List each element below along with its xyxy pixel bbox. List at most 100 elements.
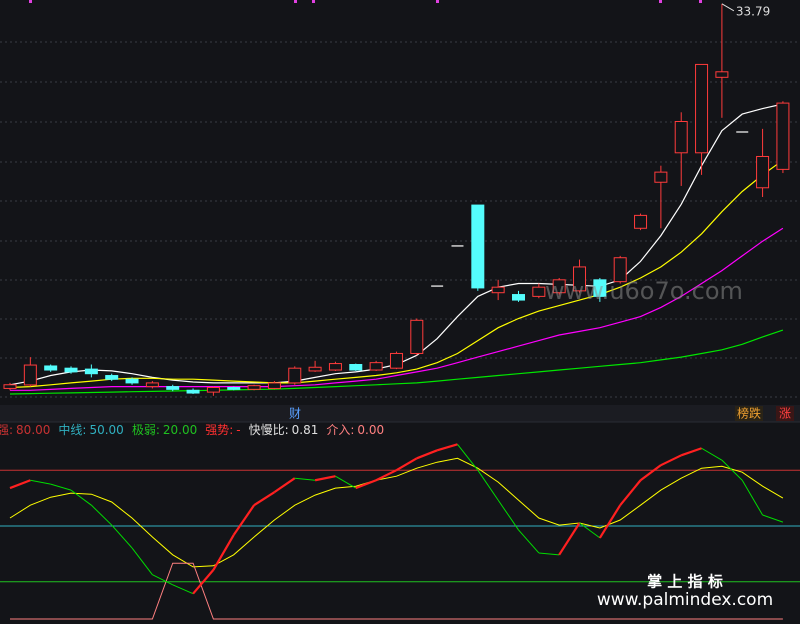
candle-body (105, 375, 119, 380)
candle-body (389, 352, 403, 369)
button[interactable] (735, 406, 763, 421)
band-text: 财 (289, 407, 301, 421)
separator (0, 405, 800, 422)
ma-line (9, 329, 784, 395)
strength-segment (192, 569, 215, 595)
strength-segment (680, 447, 702, 457)
candle-body (23, 364, 37, 386)
legend-name: 中线: (58, 422, 86, 437)
ma-line (10, 227, 784, 391)
indicator-line (10, 562, 783, 620)
watermark: www.u6o7o.com (545, 277, 743, 305)
candle-body (552, 279, 566, 294)
candle-body (532, 286, 546, 297)
strength-segment (497, 499, 519, 531)
candle-body (328, 363, 342, 371)
legend-name: 强势: (205, 423, 233, 437)
candle-body (288, 367, 302, 384)
strength-segment (395, 457, 418, 472)
candle-body (776, 102, 790, 170)
candle-body (308, 366, 322, 372)
candle-body (125, 378, 139, 384)
strength-segment (50, 483, 72, 491)
candle-body (186, 389, 200, 394)
strength-segment (538, 552, 560, 556)
strength-segment (619, 479, 642, 506)
strength-segment (212, 534, 235, 571)
strength-segment (253, 491, 276, 507)
legend-value: 20.00 (163, 423, 197, 437)
strength-segment (172, 584, 194, 595)
candle-body (84, 368, 98, 375)
candle-body (756, 155, 770, 189)
strength-segment (152, 574, 173, 586)
candle-body (674, 121, 688, 154)
strength-segment (273, 477, 296, 494)
strength-segment (701, 447, 723, 461)
strength-segment (518, 529, 540, 554)
candle-body (64, 367, 78, 373)
candle-body (410, 319, 424, 354)
strength-segment (762, 514, 784, 523)
strength-segment (436, 443, 458, 452)
strength-segment (232, 504, 255, 536)
high-pointer (721, 3, 735, 12)
button[interactable] (776, 406, 794, 421)
strength-segment (660, 454, 682, 467)
strength-segment (639, 464, 662, 482)
legend-name: 介入: (326, 423, 354, 437)
candle-body (654, 171, 668, 183)
strength-segment (294, 477, 316, 481)
candle-body (695, 63, 709, 154)
legend-name: 强: (0, 423, 13, 437)
indicator-legend: 强: 80.00 中线: 50.00 极弱: 20.00 强势: - 快慢比: 0.81 介入: 0.… (0, 422, 384, 437)
strength-segment (416, 449, 438, 460)
candle-body (715, 71, 729, 78)
strength-segment (70, 489, 92, 506)
candle-body (634, 214, 648, 229)
legend-value: 50.00 (89, 423, 123, 437)
strength-segment (375, 469, 397, 482)
candle-body (145, 382, 159, 388)
strength-segment (131, 547, 153, 576)
candle-body (613, 257, 627, 283)
strength-segment (598, 504, 622, 539)
strength-segment (477, 469, 499, 501)
strength-segment (355, 479, 377, 490)
legend-value: 0.00 (357, 423, 384, 437)
candle-body (593, 279, 607, 297)
strength-segment (335, 475, 357, 489)
button-label[interactable]: 涨 (779, 406, 791, 421)
strength-segment (30, 479, 51, 485)
candle-body (44, 365, 58, 371)
candle-body (369, 362, 383, 371)
button-label[interactable]: 榜跌 (737, 406, 761, 421)
indicator-line (9, 457, 784, 568)
strength-segment (111, 524, 133, 549)
strength-segment (721, 459, 743, 481)
candle-body (471, 204, 485, 289)
candle-body (227, 387, 241, 390)
watermark: 掌 上 指 标 (647, 573, 723, 591)
strength-segment (457, 444, 479, 471)
strength-segment (741, 479, 764, 516)
candle-body (206, 387, 220, 393)
candle-body (512, 294, 525, 301)
markers (29, 0, 702, 3)
candle-body (247, 385, 261, 390)
high-label: 33.79 (736, 4, 770, 18)
strength-segment (579, 522, 601, 539)
candle-body (166, 386, 180, 390)
strength-segment (314, 475, 336, 482)
candle-body (573, 266, 587, 292)
watermark: www.palmindex.com (597, 590, 773, 610)
legend-value: 0.81 (292, 423, 319, 437)
ma-line (9, 159, 784, 389)
legend-value: - (236, 423, 240, 437)
legend-value: 80.00 (16, 423, 50, 437)
strength-segment (91, 504, 113, 526)
candle-body (349, 364, 363, 371)
candle-body (267, 382, 281, 389)
